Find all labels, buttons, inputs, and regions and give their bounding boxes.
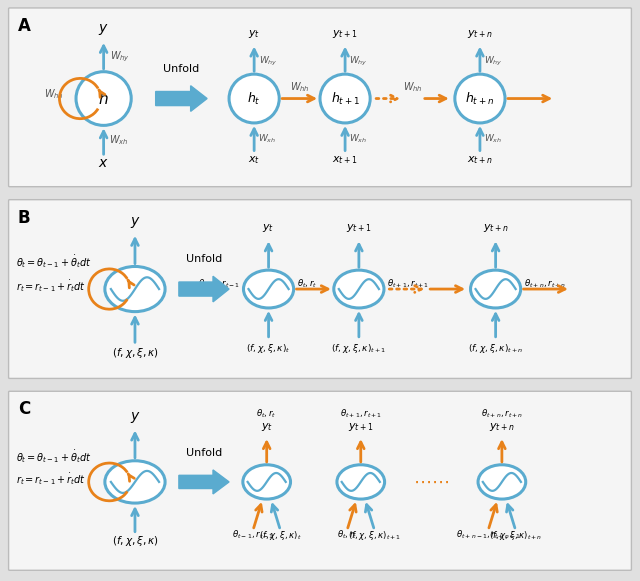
Text: $y_t$: $y_t$ xyxy=(262,223,275,235)
Ellipse shape xyxy=(105,461,165,503)
Circle shape xyxy=(455,74,505,123)
Text: Unfold: Unfold xyxy=(163,63,200,74)
Text: $W_{hy}$: $W_{hy}$ xyxy=(259,55,277,67)
Text: $\cdots\cdots$: $\cdots\cdots$ xyxy=(413,473,449,491)
FancyArrow shape xyxy=(179,276,229,302)
Text: $y$: $y$ xyxy=(130,215,140,230)
Text: $x_{t+1}$: $x_{t+1}$ xyxy=(332,155,358,166)
Text: $h_{t+n}$: $h_{t+n}$ xyxy=(465,91,495,106)
Text: A: A xyxy=(18,17,31,35)
Text: $y$: $y$ xyxy=(99,22,109,37)
Text: $h$: $h$ xyxy=(99,91,109,106)
Text: $W_{xh}$: $W_{xh}$ xyxy=(258,132,276,145)
Text: $h_t$: $h_t$ xyxy=(247,91,261,106)
Ellipse shape xyxy=(478,465,525,499)
FancyArrow shape xyxy=(156,86,207,112)
Text: $h_{t+1}$: $h_{t+1}$ xyxy=(331,91,360,106)
Text: $W_{xh}$: $W_{xh}$ xyxy=(109,134,128,148)
Circle shape xyxy=(320,74,370,123)
Text: $y_{t+n}$: $y_{t+n}$ xyxy=(467,28,493,40)
Text: $\theta_t,r_t$: $\theta_t,r_t$ xyxy=(297,278,317,290)
Text: $\theta_{t-1},r_{t-1}$: $\theta_{t-1},r_{t-1}$ xyxy=(198,278,241,290)
Text: $\theta_{t+n},r_{t+n}$: $\theta_{t+n},r_{t+n}$ xyxy=(524,278,566,290)
Text: $\theta_t=\theta_{t-1}+\dot{\theta}_t dt$: $\theta_t=\theta_{t-1}+\dot{\theta}_t dt… xyxy=(16,253,92,270)
Text: $\theta_{t+1},r_{t+1}$: $\theta_{t+1},r_{t+1}$ xyxy=(387,278,429,290)
Text: $y_{t+n}$: $y_{t+n}$ xyxy=(489,421,515,433)
Text: $y_t$: $y_t$ xyxy=(260,421,273,433)
Text: $x$: $x$ xyxy=(99,156,109,170)
Text: $(f,\chi,\xi,\kappa)_t$: $(f,\chi,\xi,\kappa)_t$ xyxy=(246,342,291,354)
Circle shape xyxy=(76,71,131,125)
Text: $r_t=r_{t-1}+\dot{r}_t dt$: $r_t=r_{t-1}+\dot{r}_t dt$ xyxy=(16,471,86,487)
Text: $r_t=r_{t-1}+\dot{r}_t dt$: $r_t=r_{t-1}+\dot{r}_t dt$ xyxy=(16,278,86,294)
FancyBboxPatch shape xyxy=(8,391,632,571)
Text: $y$: $y$ xyxy=(130,410,140,425)
Text: $x_{t+n}$: $x_{t+n}$ xyxy=(467,155,493,166)
Text: Unfold: Unfold xyxy=(186,254,222,264)
Text: $W_{hy}$: $W_{hy}$ xyxy=(349,55,368,67)
Text: $\theta_t,r_t$: $\theta_t,r_t$ xyxy=(337,529,357,541)
Text: $(f,\chi,\xi,\kappa)_t$: $(f,\chi,\xi,\kappa)_t$ xyxy=(259,529,302,542)
Text: $\theta_{t+n-1},r_{t+n-1}$: $\theta_{t+n-1},r_{t+n-1}$ xyxy=(456,529,520,541)
Circle shape xyxy=(229,74,279,123)
Ellipse shape xyxy=(334,270,384,308)
Text: $W_{hh}$: $W_{hh}$ xyxy=(290,81,310,94)
Text: $W_{xh}$: $W_{xh}$ xyxy=(349,132,367,145)
Text: $(f,\chi,\xi,\kappa)$: $(f,\chi,\xi,\kappa)$ xyxy=(111,535,158,548)
Text: $y_{t+1}$: $y_{t+1}$ xyxy=(332,28,358,40)
Text: $\theta_{t-1},r_{t-1}$: $\theta_{t-1},r_{t-1}$ xyxy=(232,529,274,541)
Text: $W_{xh}$: $W_{xh}$ xyxy=(484,132,502,145)
Text: C: C xyxy=(18,400,30,418)
Text: $W_{hh}$: $W_{hh}$ xyxy=(403,81,422,94)
Text: $y_{t+1}$: $y_{t+1}$ xyxy=(346,223,372,235)
Text: B: B xyxy=(18,209,30,227)
Text: $(f,\chi,\xi,\kappa)_{t+n}$: $(f,\chi,\xi,\kappa)_{t+n}$ xyxy=(489,529,542,542)
Text: $y_{t+1}$: $y_{t+1}$ xyxy=(348,421,374,433)
Text: $W_{hy}$: $W_{hy}$ xyxy=(110,50,130,64)
FancyArrow shape xyxy=(179,470,229,494)
Text: $W_{hy}$: $W_{hy}$ xyxy=(484,55,503,67)
Ellipse shape xyxy=(105,267,165,311)
Text: $\theta_{t+1},r_{t+1}$: $\theta_{t+1},r_{t+1}$ xyxy=(340,407,382,419)
Text: $x_t$: $x_t$ xyxy=(248,155,260,166)
Text: $(f,\chi,\xi,\kappa)_{t+n}$: $(f,\chi,\xi,\kappa)_{t+n}$ xyxy=(468,342,524,354)
Text: $\theta_{t+n},r_{t+n}$: $\theta_{t+n},r_{t+n}$ xyxy=(481,407,523,419)
Text: $\theta_t=\theta_{t-1}+\dot{\theta}_t dt$: $\theta_t=\theta_{t-1}+\dot{\theta}_t dt… xyxy=(16,448,92,465)
Ellipse shape xyxy=(243,465,291,499)
FancyBboxPatch shape xyxy=(8,200,632,378)
Text: $(f,\chi,\xi,\kappa)_{t+1}$: $(f,\chi,\xi,\kappa)_{t+1}$ xyxy=(331,342,387,354)
Text: $W_{hh}$: $W_{hh}$ xyxy=(44,87,64,101)
Ellipse shape xyxy=(243,270,294,308)
Text: $(f,\chi,\xi,\kappa)$: $(f,\chi,\xi,\kappa)$ xyxy=(111,346,158,360)
FancyBboxPatch shape xyxy=(8,8,632,187)
Text: $y_t$: $y_t$ xyxy=(248,28,260,40)
Text: $\theta_t,r_t$: $\theta_t,r_t$ xyxy=(257,407,277,419)
Ellipse shape xyxy=(470,270,521,308)
Text: Unfold: Unfold xyxy=(186,449,222,458)
Text: $(f,\chi,\xi,\kappa)_{t+1}$: $(f,\chi,\xi,\kappa)_{t+1}$ xyxy=(348,529,401,542)
Ellipse shape xyxy=(337,465,385,499)
Text: $y_{t+n}$: $y_{t+n}$ xyxy=(483,223,509,235)
